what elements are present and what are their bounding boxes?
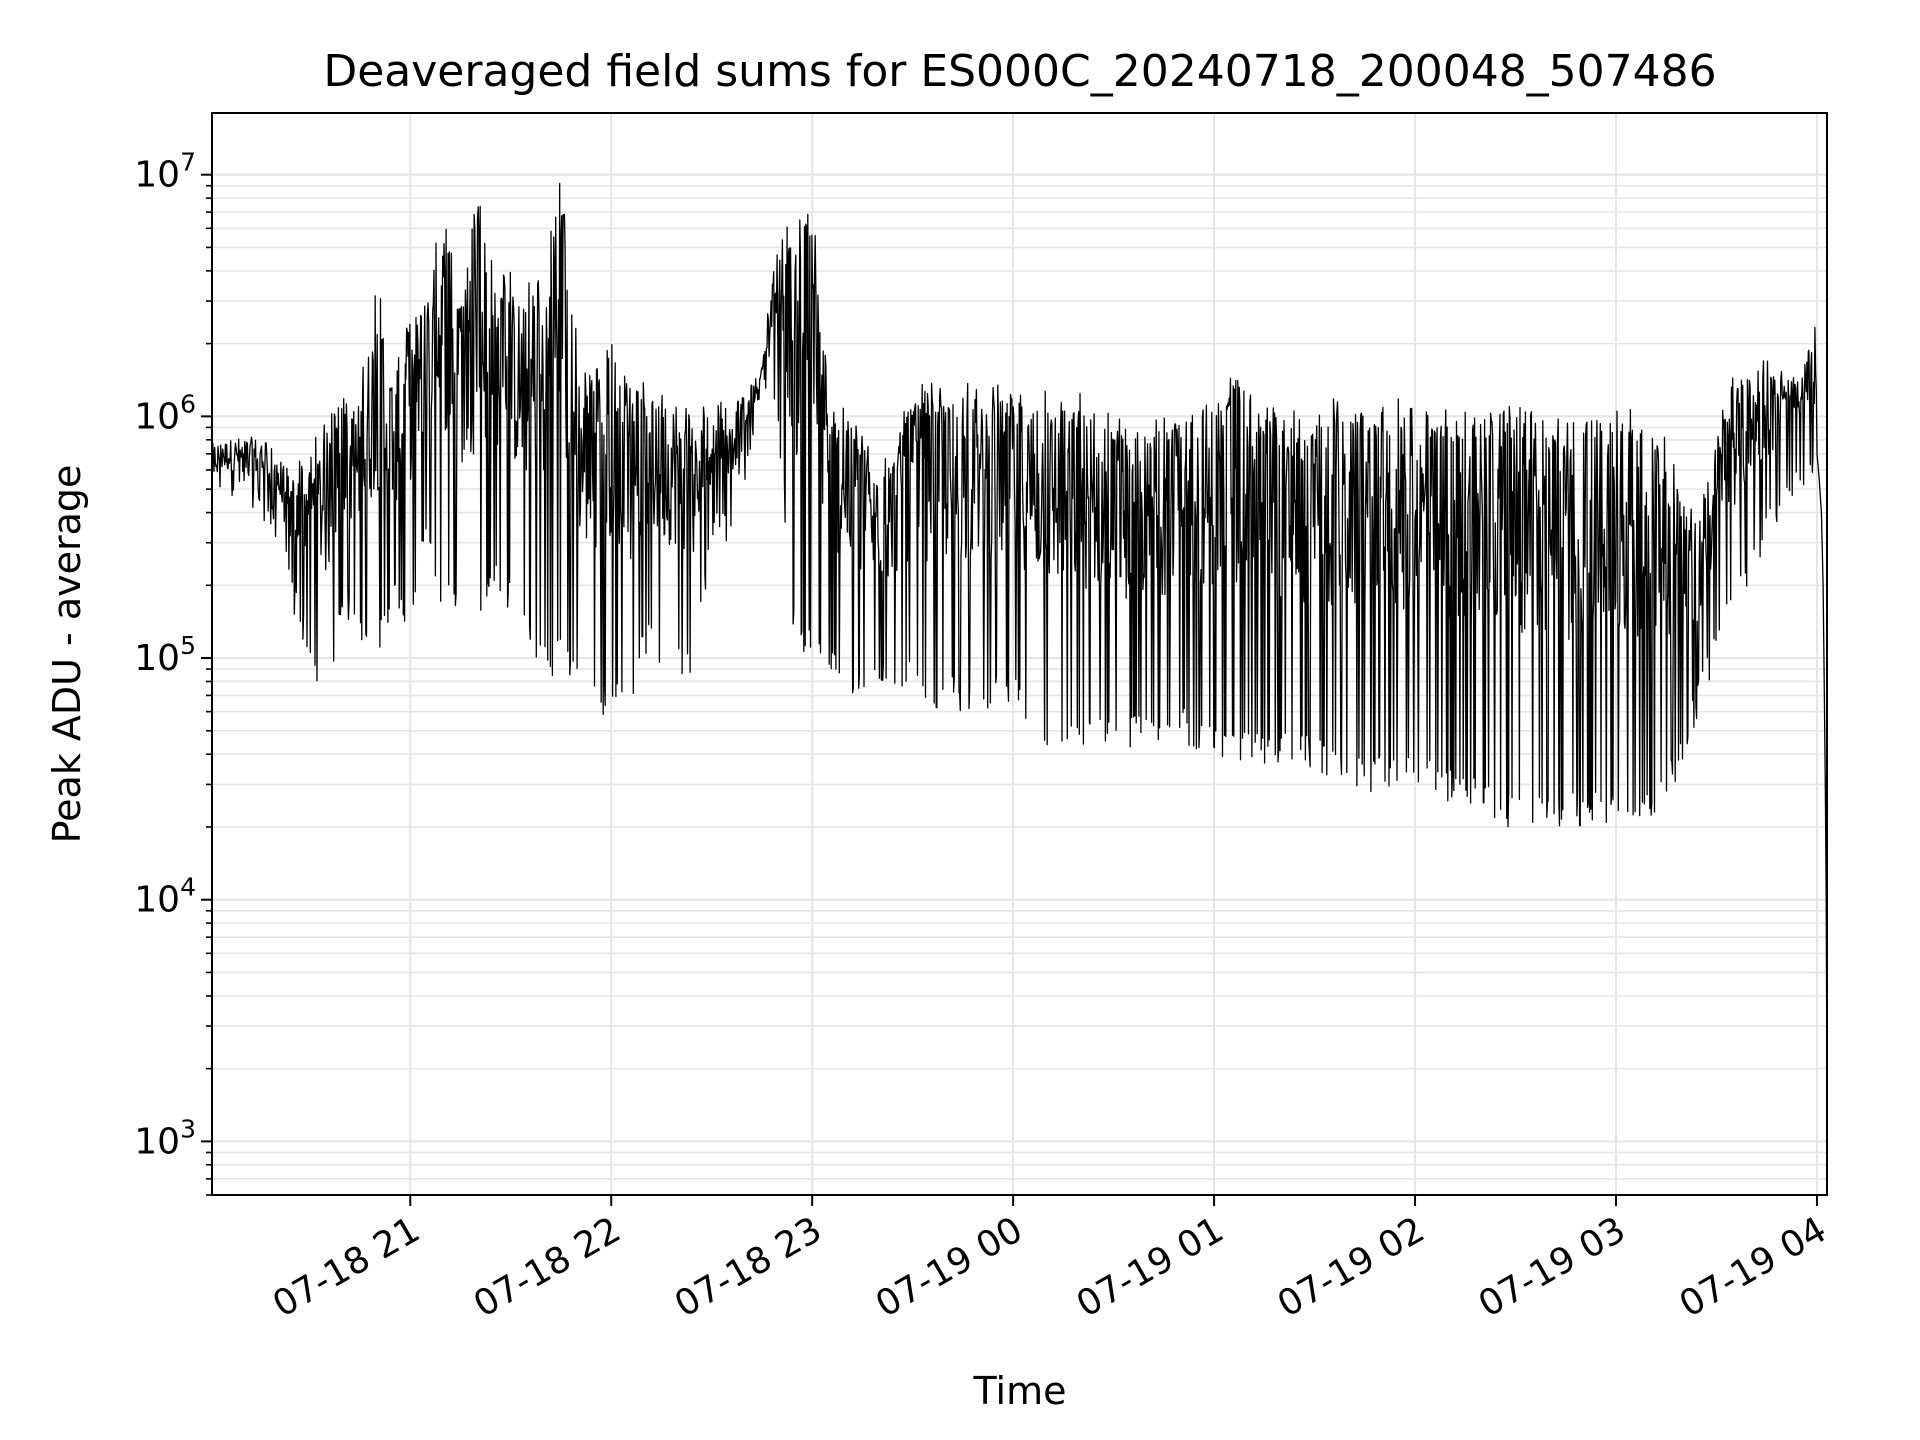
data-series bbox=[211, 182, 1828, 1142]
series-line bbox=[211, 182, 1828, 1142]
y-tick-label: 105 bbox=[134, 631, 196, 679]
plot-frame bbox=[211, 112, 1828, 1196]
y-tick-label: 104 bbox=[134, 873, 196, 921]
y-tick-label: 106 bbox=[134, 389, 196, 437]
y-tick-label: 103 bbox=[134, 1114, 196, 1162]
y-tick-label: 107 bbox=[134, 148, 196, 196]
y-axis-ticks: 103 104 105 106 107 bbox=[134, 148, 212, 1196]
chart-title: Deaveraged field sums for ES000C_2024071… bbox=[323, 46, 1716, 97]
y-axis-label: Peak ADU - average bbox=[45, 465, 89, 844]
x-axis-label: Time bbox=[973, 1369, 1067, 1413]
